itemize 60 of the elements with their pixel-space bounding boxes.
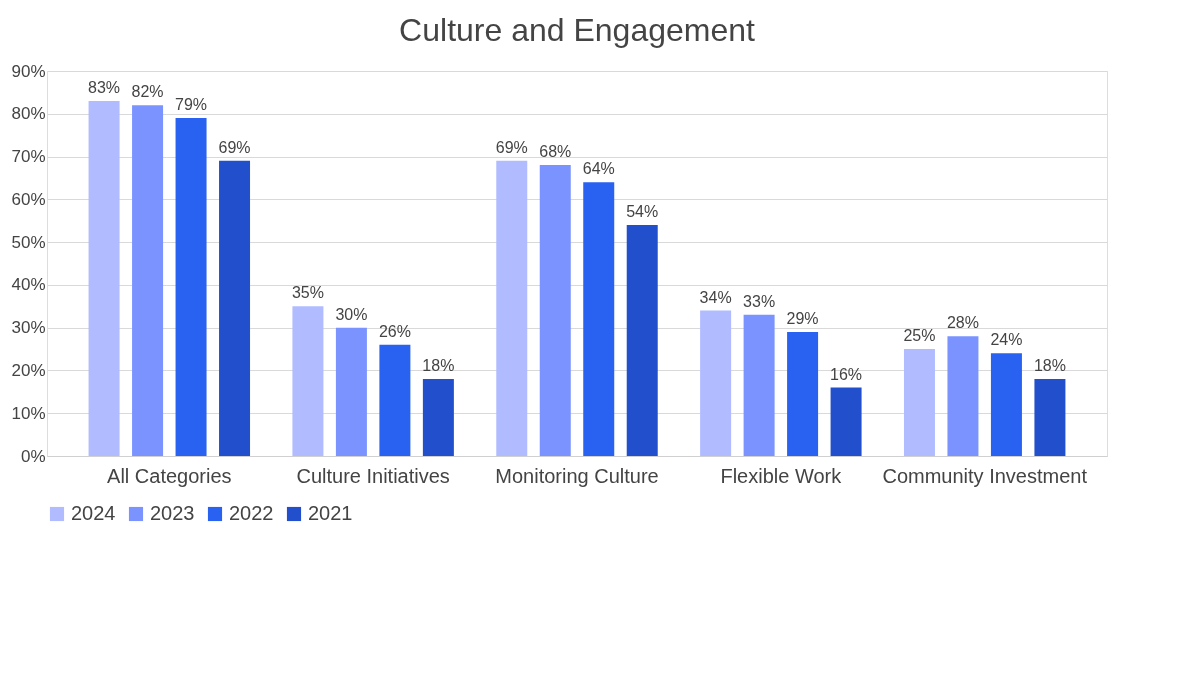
bar (947, 336, 979, 456)
bar (990, 353, 1022, 456)
x-tick-label: Monitoring Culture (495, 464, 659, 487)
bar (539, 165, 571, 456)
y-tick-label: 0% (20, 446, 46, 466)
data-label: 68% (539, 143, 572, 161)
data-label: 64% (582, 160, 615, 178)
chart-title: Culture and Engagement (399, 12, 756, 48)
bar (292, 306, 324, 456)
y-tick-label: 10% (11, 403, 46, 423)
data-label: 69% (495, 138, 528, 156)
bar (830, 387, 862, 456)
data-label: 18% (422, 357, 455, 374)
data-label: 18% (1033, 357, 1066, 374)
data-label: 33% (743, 292, 776, 310)
bar (787, 331, 819, 456)
y-tick-label: 70% (11, 147, 46, 167)
bar (335, 327, 367, 456)
data-label: 26% (378, 322, 411, 340)
data-label: 29% (786, 309, 819, 327)
y-tick-label: 90% (11, 61, 46, 81)
x-tick-label: Community Investment (882, 464, 1088, 487)
bar (626, 225, 658, 456)
bar (583, 182, 615, 456)
bar (219, 160, 251, 456)
y-tick-label: 50% (11, 232, 46, 252)
y-tick-label: 40% (11, 275, 46, 295)
bar (700, 310, 732, 456)
x-tick-label: All Categories (107, 464, 232, 487)
data-label: 28% (946, 314, 979, 332)
bar (175, 118, 207, 456)
bar (132, 105, 164, 456)
data-label: 35% (291, 284, 324, 302)
y-tick-label: 20% (11, 360, 46, 380)
data-label: 16% (830, 365, 863, 383)
legend-label: 2023 (150, 502, 195, 524)
bar (743, 314, 775, 456)
y-tick-label: 80% (11, 104, 46, 124)
data-label: 79% (175, 96, 208, 114)
data-label: 34% (699, 288, 732, 306)
data-label: 24% (990, 331, 1023, 349)
x-tick-label: Flexible Work (720, 464, 843, 487)
bar (1034, 379, 1066, 456)
data-label: 82% (131, 83, 164, 101)
y-tick-label: 30% (11, 318, 46, 338)
bar (88, 100, 120, 456)
bar (422, 379, 454, 456)
legend-label: 2021 (308, 502, 353, 524)
data-label: 54% (626, 203, 659, 220)
bar (903, 349, 935, 456)
data-label: 25% (903, 327, 936, 345)
data-label: 69% (218, 138, 251, 156)
data-label: 30% (335, 305, 368, 323)
bar (379, 344, 411, 456)
legend-label: 2022 (229, 502, 274, 524)
y-tick-label: 60% (11, 189, 46, 209)
legend-label: 2024 (71, 502, 116, 524)
x-tick-label: Culture Initiatives (296, 464, 450, 487)
data-label: 83% (88, 78, 121, 96)
bar (496, 160, 528, 456)
